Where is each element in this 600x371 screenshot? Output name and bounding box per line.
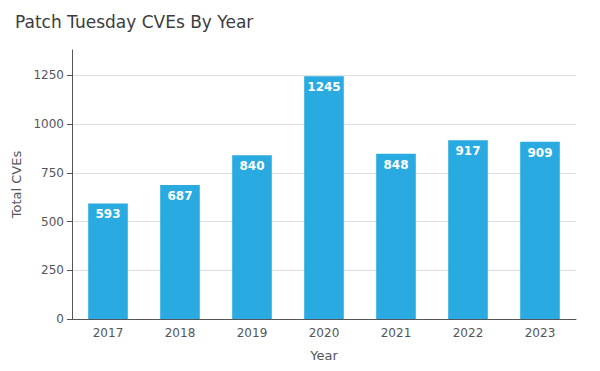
svg-text:Total CVEs: Total CVEs: [9, 151, 24, 220]
svg-text:2019: 2019: [237, 326, 268, 340]
svg-text:687: 687: [167, 189, 192, 203]
svg-text:2018: 2018: [165, 326, 196, 340]
svg-text:500: 500: [41, 215, 64, 229]
svg-text:2023: 2023: [525, 326, 556, 340]
svg-text:2020: 2020: [309, 326, 340, 340]
svg-text:Patch Tuesday CVEs By Year: Patch Tuesday CVEs By Year: [15, 12, 253, 32]
svg-text:2022: 2022: [453, 326, 484, 340]
svg-text:840: 840: [239, 159, 264, 173]
svg-text:750: 750: [41, 166, 64, 180]
svg-text:2017: 2017: [93, 326, 124, 340]
svg-text:1250: 1250: [33, 68, 64, 82]
svg-text:909: 909: [527, 146, 552, 160]
svg-text:848: 848: [383, 158, 408, 172]
svg-text:2021: 2021: [381, 326, 412, 340]
svg-text:1000: 1000: [33, 117, 64, 131]
svg-text:0: 0: [56, 312, 64, 326]
svg-text:Year: Year: [309, 348, 338, 363]
svg-text:1245: 1245: [307, 80, 340, 94]
svg-text:917: 917: [455, 144, 480, 158]
svg-text:250: 250: [41, 263, 64, 277]
svg-text:593: 593: [95, 207, 120, 221]
